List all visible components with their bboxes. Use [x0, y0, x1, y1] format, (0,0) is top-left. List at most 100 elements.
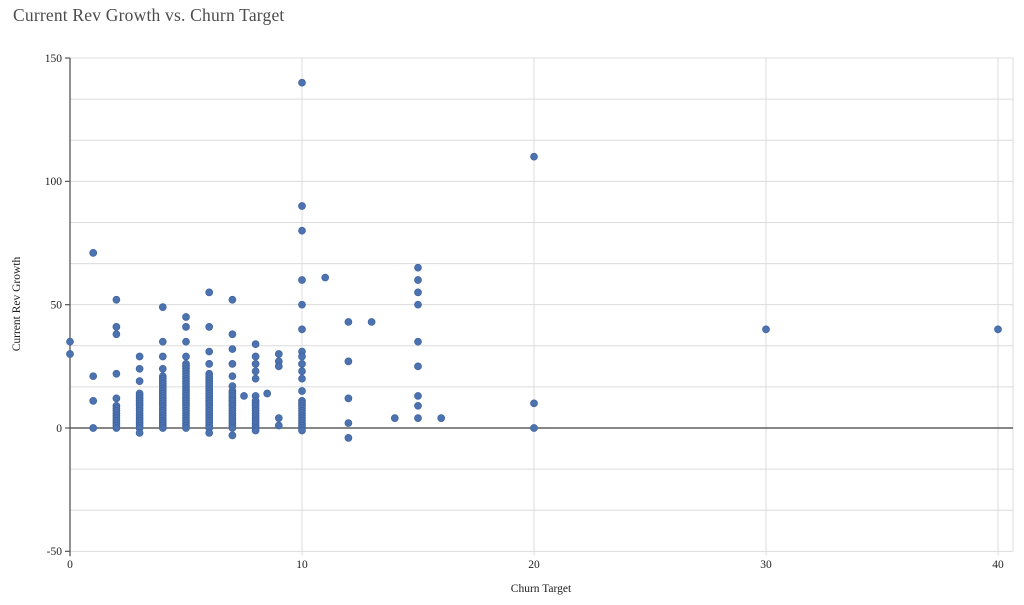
y-tick-label: 100 [45, 176, 63, 188]
data-point [298, 226, 306, 235]
data-point [251, 352, 260, 361]
chart-title: Current Rev Growth vs. Churn Target [13, 5, 285, 25]
data-point [321, 273, 330, 282]
data-point [182, 337, 190, 346]
data-point [228, 431, 237, 440]
data-point [89, 397, 98, 405]
y-tick-label: 0 [56, 423, 62, 435]
data-point [994, 325, 1002, 334]
x-tick-label: 0 [67, 559, 73, 571]
data-point [298, 78, 306, 87]
y-gridlines [70, 57, 1013, 552]
data-point [367, 318, 376, 326]
data-point [66, 337, 74, 346]
data-point [205, 347, 214, 356]
data-point [182, 323, 190, 331]
data-point [274, 414, 283, 422]
data-point [274, 421, 283, 430]
data-point [228, 345, 237, 353]
data-point [414, 337, 422, 346]
y-tick-labels: 150 100 50 0 -50 [45, 53, 63, 558]
data-point [344, 434, 353, 442]
data-point [112, 330, 121, 339]
data-point [251, 374, 260, 383]
x-tick-label: 40 [992, 559, 1004, 571]
data-point [158, 424, 167, 432]
data-point [344, 357, 353, 366]
data-point [263, 389, 272, 398]
data-point [89, 372, 98, 381]
data-point [135, 364, 144, 373]
data-point [251, 360, 260, 368]
data-point [228, 424, 237, 432]
data-point [414, 288, 422, 297]
x-axis-title: Churn Target [510, 583, 572, 595]
data-point [414, 263, 422, 272]
data-point [530, 399, 538, 408]
data-point [298, 202, 306, 210]
data-point [158, 364, 167, 373]
data-point [112, 369, 121, 378]
data-point [240, 392, 248, 400]
data-point [205, 323, 214, 331]
data-point [530, 424, 538, 432]
data-point [298, 367, 306, 376]
data-point [251, 367, 260, 376]
data-point [205, 429, 214, 437]
data-point [182, 352, 190, 361]
data-point [414, 362, 422, 371]
data-point [135, 377, 144, 385]
data-point [298, 374, 306, 383]
data-point [298, 352, 306, 361]
data-point [414, 401, 422, 410]
data-point [344, 394, 353, 403]
data-point [274, 362, 283, 371]
x-gridlines [69, 58, 999, 556]
x-tick-label: 20 [528, 559, 540, 571]
x-tick-label: 30 [760, 559, 772, 571]
data-point [298, 325, 306, 334]
y-tick-label: 150 [45, 53, 63, 65]
y-tick-label: 50 [51, 299, 63, 311]
x-tick-labels: 0 10 20 30 40 [67, 559, 1004, 571]
data-point [228, 295, 237, 304]
data-point [530, 152, 538, 161]
data-point [414, 414, 422, 422]
data-point [274, 350, 283, 358]
data-point [158, 352, 167, 361]
data-point [414, 300, 422, 309]
x-tick-label: 10 [296, 559, 308, 571]
data-point [112, 394, 121, 403]
y-tick-marks [65, 57, 70, 552]
data-point [251, 340, 260, 348]
data-point [205, 360, 214, 368]
data-point [344, 318, 353, 326]
data-point [414, 276, 422, 284]
data-point [89, 424, 98, 432]
data-point [437, 414, 446, 422]
data-point [390, 414, 399, 422]
data-point [228, 360, 237, 368]
data-point [135, 352, 144, 361]
y-tick-label: -50 [47, 546, 63, 558]
data-point [112, 424, 121, 432]
data-point [298, 360, 306, 368]
data-point [112, 323, 121, 331]
data-point [298, 300, 306, 309]
data-point [228, 330, 237, 339]
data-point [66, 350, 74, 358]
data-point [298, 276, 306, 284]
data-point [182, 424, 190, 432]
data-point [344, 419, 353, 427]
data-point [228, 372, 237, 381]
data-point [298, 426, 306, 435]
data-point [158, 337, 167, 346]
data-points [66, 78, 1002, 442]
data-point [89, 249, 98, 257]
data-point [182, 313, 190, 321]
data-point [158, 303, 167, 311]
data-point [251, 426, 260, 435]
data-point [414, 392, 422, 400]
